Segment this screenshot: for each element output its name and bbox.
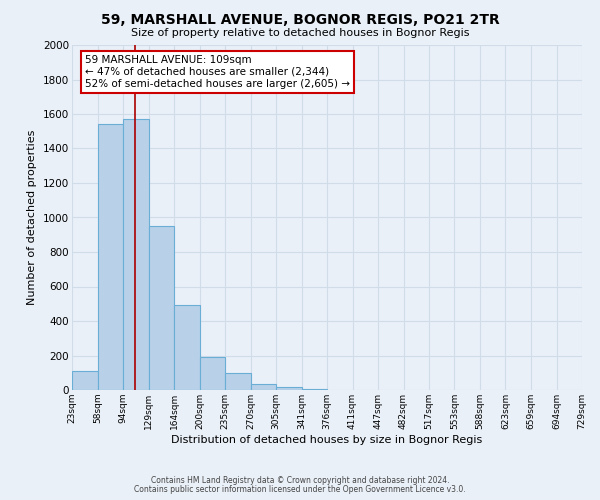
- X-axis label: Distribution of detached houses by size in Bognor Regis: Distribution of detached houses by size …: [172, 434, 482, 444]
- Bar: [302, 389, 327, 390]
- Bar: [251, 384, 276, 390]
- Text: Contains HM Land Registry data © Crown copyright and database right 2024.: Contains HM Land Registry data © Crown c…: [151, 476, 449, 485]
- Bar: [276, 386, 302, 390]
- Bar: [123, 119, 149, 390]
- Bar: [225, 373, 251, 390]
- Text: Size of property relative to detached houses in Bognor Regis: Size of property relative to detached ho…: [131, 28, 469, 38]
- Bar: [199, 357, 225, 390]
- Text: 59 MARSHALL AVENUE: 109sqm
← 47% of detached houses are smaller (2,344)
52% of s: 59 MARSHALL AVENUE: 109sqm ← 47% of deta…: [85, 56, 350, 88]
- Y-axis label: Number of detached properties: Number of detached properties: [28, 130, 37, 305]
- Bar: [97, 124, 123, 390]
- Bar: [174, 306, 199, 390]
- Bar: [72, 371, 97, 390]
- Text: Contains public sector information licensed under the Open Government Licence v3: Contains public sector information licen…: [134, 485, 466, 494]
- Text: 59, MARSHALL AVENUE, BOGNOR REGIS, PO21 2TR: 59, MARSHALL AVENUE, BOGNOR REGIS, PO21 …: [101, 12, 499, 26]
- Bar: [149, 226, 174, 390]
